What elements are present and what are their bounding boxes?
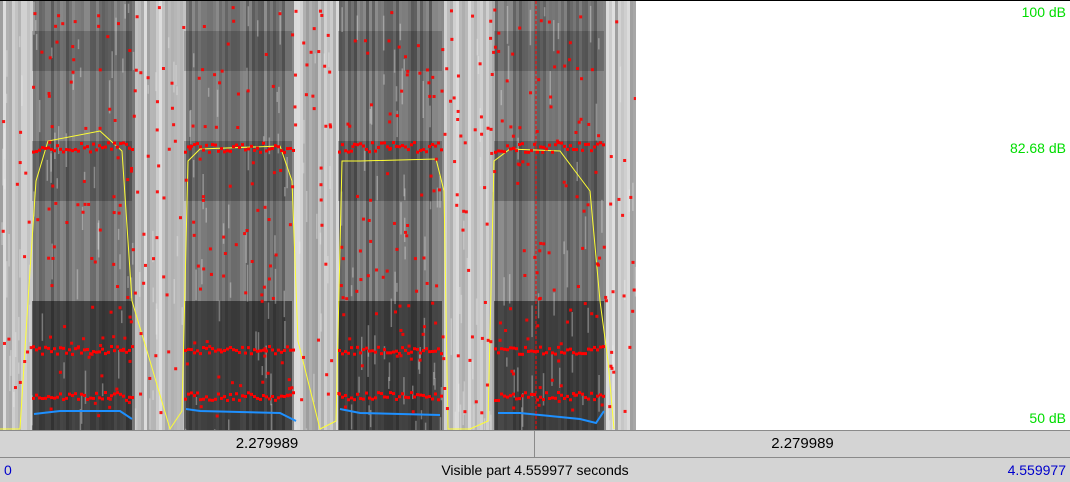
visible-part-bar[interactable]: Visible part 4.559977 seconds 0 4.559977 xyxy=(0,457,1070,482)
visible-start-time: 0 xyxy=(4,462,12,478)
visible-end-time: 4.559977 xyxy=(1008,462,1066,478)
spectrogram-panel[interactable]: 100 dB 82.68 dB 50 dB xyxy=(0,0,1070,430)
db-top-label: 100 dB xyxy=(1022,4,1066,20)
spectrogram-canvas[interactable] xyxy=(0,1,636,431)
db-bottom-label: 50 dB xyxy=(1029,410,1066,426)
db-mid-label: 82.68 dB xyxy=(1010,140,1066,156)
visible-part-label: Visible part 4.559977 seconds xyxy=(0,462,1070,478)
selection-duration-bar: 2.279989 2.279989 xyxy=(0,430,1070,457)
right-segment-duration[interactable]: 2.279989 xyxy=(535,431,1070,457)
left-segment-duration[interactable]: 2.279989 xyxy=(0,431,535,457)
